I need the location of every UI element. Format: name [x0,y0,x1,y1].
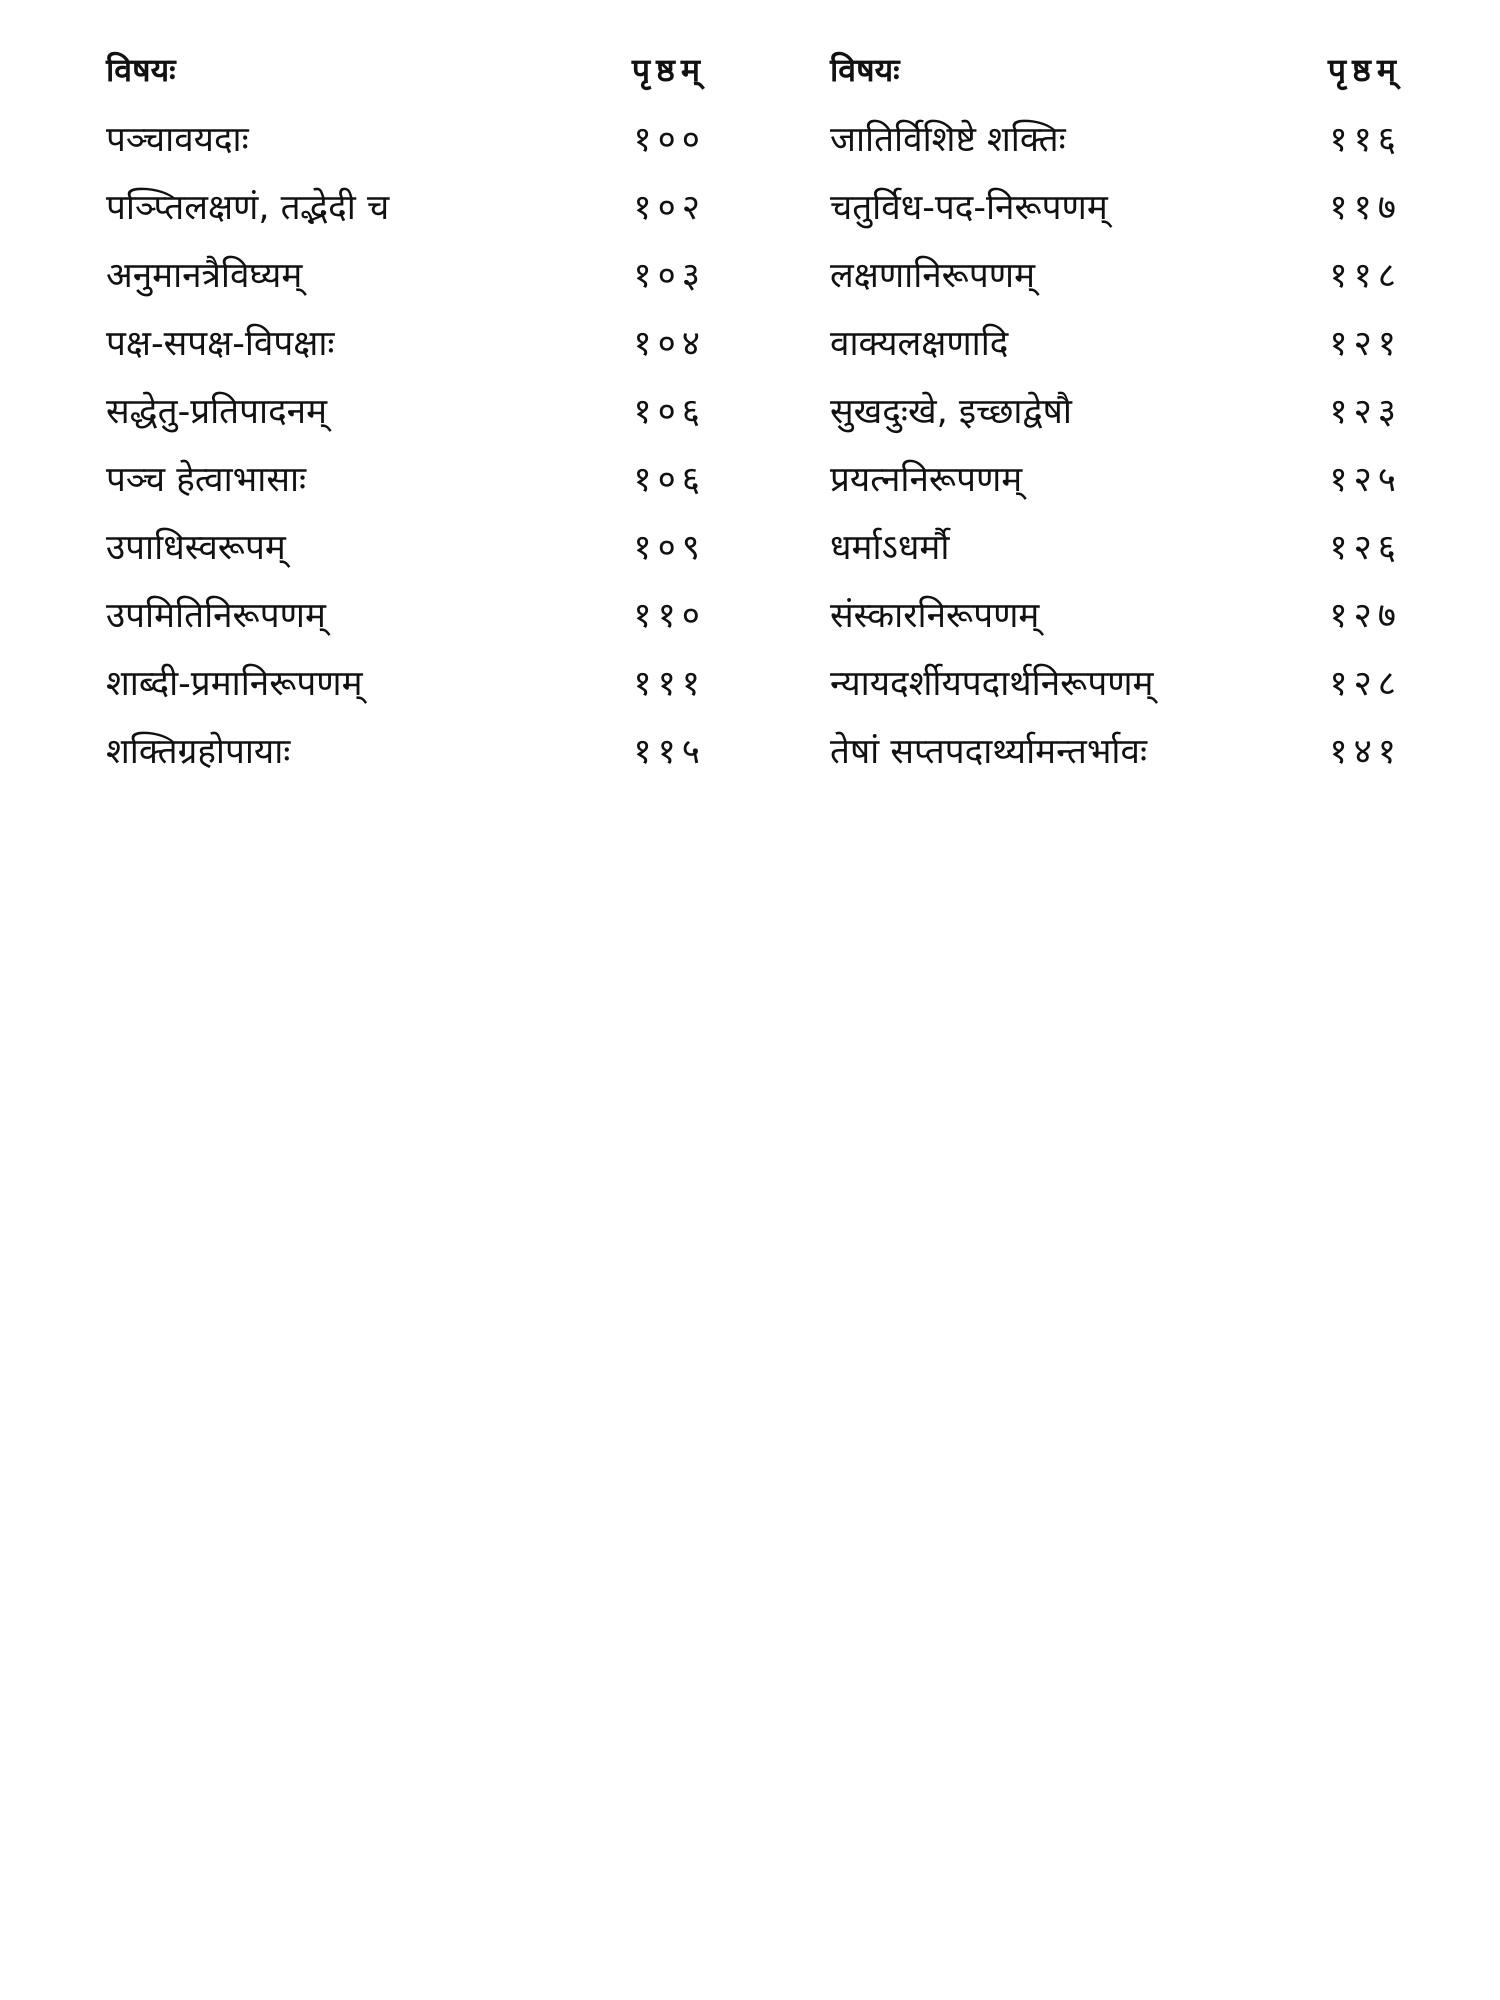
entry-page-number: १२१ [1329,324,1402,364]
entry-page-number: ११८ [1329,256,1402,296]
toc-entry: उपमितिनिरूपणम् ११० [106,582,726,650]
toc-right-column: विषयः पृष्ठम् जातिर्विशिष्टे शक्तिः ११६ चत… [830,40,1420,786]
entry-title: संस्कारनिरूपणम् [830,596,1040,636]
entry-page-number: १११ [633,664,706,704]
entry-title: पञ्प्तिलक्षणं, तद्भेदी च [106,188,390,228]
toc-entry: पञ्चावयदाः १०० [106,106,726,174]
entry-page-number: १२५ [1329,460,1402,500]
toc-entry: शक्तिग्रहोपायाः ११५ [106,718,726,786]
entry-title: चतुर्विध-पद-निरूपणम् [830,188,1108,228]
entry-title: तेषां सप्तपदार्थ्यामन्तर्भावः [830,732,1148,772]
entry-title: शक्तिग्रहोपायाः [106,732,291,772]
toc-entry: सुखदुःखे, इच्छाद्वेषौ १२३ [830,378,1420,446]
entry-title: उपमितिनिरूपणम् [106,596,326,636]
entry-page-number: १०९ [633,528,706,568]
toc-entry: तेषां सप्तपदार्थ्यामन्तर्भावः १४१ [830,718,1420,786]
entry-page-number: १२६ [1329,528,1402,568]
entry-title: प्रयत्ननिरूपणम् [830,460,1023,500]
entry-page-number: ११५ [633,732,706,772]
toc-header: विषयः पृष्ठम् [106,40,726,100]
entry-title: पञ्च हेत्वाभासाः [106,460,307,500]
toc-entry: लक्षणानिरूपणम् ११८ [830,242,1420,310]
page-header: पृष्ठम् [1327,51,1402,89]
entry-title: लक्षणानिरूपणम् [830,256,1035,296]
toc-entry: प्रयत्ननिरूपणम् १२५ [830,446,1420,514]
page-header: पृष्ठम् [631,51,706,89]
entry-title: सद्धेतु-प्रतिपादनम् [106,392,328,432]
toc-entry: न्यायदर्शीयपदार्थनिरूपणम् १२८ [830,650,1420,718]
subject-header: विषयः [830,51,900,89]
entry-page-number: १२८ [1329,664,1402,704]
toc-left-column: विषयः पृष्ठम् पञ्चावयदाः १०० पञ्प्तिलक्षणं… [106,40,726,786]
entry-page-number: १०० [633,120,706,160]
entry-title: पञ्चावयदाः [106,120,249,160]
toc-entry: उपाधिस्वरूपम् १०९ [106,514,726,582]
entry-title: न्यायदर्शीयपदार्थनिरूपणम् [830,664,1154,704]
entry-title: धर्माऽधर्मौ [830,528,950,568]
toc-entry: पञ्च हेत्वाभासाः १०६ [106,446,726,514]
entry-page-number: १४१ [1329,732,1402,772]
entry-title: शाब्दी-प्रमानिरूपणम् [106,664,363,704]
entry-title: वाक्यलक्षणादि [830,324,1009,364]
entry-page-number: १०६ [633,460,706,500]
toc-entry: अनुमानत्रैविघ्यम् १०३ [106,242,726,310]
entry-page-number: ११६ [1329,120,1402,160]
entry-page-number: १०२ [633,188,706,228]
toc-entry: संस्कारनिरूपणम् १२७ [830,582,1420,650]
entry-page-number: १२७ [1329,596,1402,636]
entry-page-number: १०३ [633,256,706,296]
entry-title: अनुमानत्रैविघ्यम् [106,256,303,296]
entry-page-number: ११७ [1329,188,1402,228]
toc-header: विषयः पृष्ठम् [830,40,1420,100]
entry-page-number: ११० [633,596,706,636]
toc-entry: पञ्प्तिलक्षणं, तद्भेदी च १०२ [106,174,726,242]
entry-title: उपाधिस्वरूपम् [106,528,286,568]
toc-entry: धर्माऽधर्मौ १२६ [830,514,1420,582]
toc-entry: जातिर्विशिष्टे शक्तिः ११६ [830,106,1420,174]
entry-title: सुखदुःखे, इच्छाद्वेषौ [830,392,1072,432]
entry-title: जातिर्विशिष्टे शक्तिः [830,120,1066,160]
entry-page-number: १०६ [633,392,706,432]
toc-entry: सद्धेतु-प्रतिपादनम् १०६ [106,378,726,446]
toc-entry: वाक्यलक्षणादि १२१ [830,310,1420,378]
subject-header: विषयः [106,51,176,89]
toc-entry: शाब्दी-प्रमानिरूपणम् १११ [106,650,726,718]
entry-title: पक्ष-सपक्ष-विपक्षाः [106,324,335,364]
toc-entry: पक्ष-सपक्ष-विपक्षाः १०४ [106,310,726,378]
entry-page-number: १२३ [1329,392,1402,432]
entry-page-number: १०४ [633,324,706,364]
toc-entry: चतुर्विध-पद-निरूपणम् ११७ [830,174,1420,242]
